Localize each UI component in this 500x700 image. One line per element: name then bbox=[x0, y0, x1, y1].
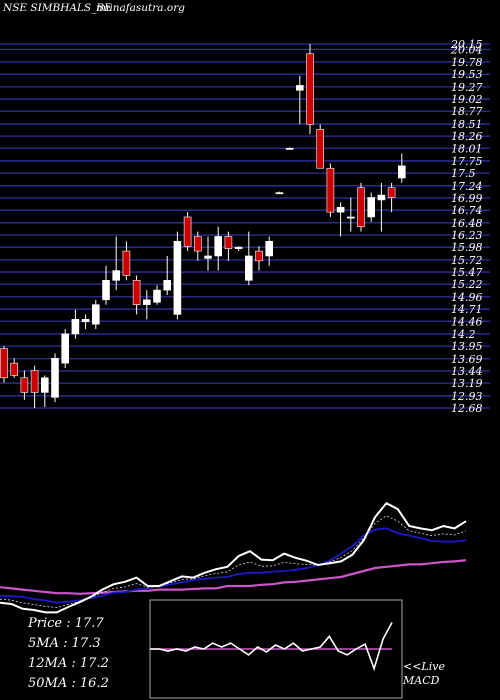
y-tick-label: 17.24 bbox=[451, 180, 483, 193]
y-tick-label: 13.19 bbox=[451, 377, 483, 390]
y-tick-label: 17.75 bbox=[451, 155, 483, 168]
stat-price-value: 17.7 bbox=[74, 616, 104, 631]
candle-body bbox=[61, 333, 70, 364]
y-tick-label: 13.69 bbox=[451, 353, 483, 366]
y-tick-label: 15.72 bbox=[451, 254, 483, 267]
y-tick-label: 17.5 bbox=[451, 167, 476, 180]
macd-live-label: <<Live bbox=[403, 660, 445, 673]
candle-body bbox=[357, 187, 365, 228]
stat-price-label: Price bbox=[28, 616, 63, 631]
candle-body bbox=[194, 236, 202, 252]
candle-body bbox=[275, 192, 284, 195]
candle-body bbox=[153, 289, 161, 303]
ma-mid-line bbox=[0, 527, 467, 604]
y-tick-label: 19.53 bbox=[451, 68, 483, 81]
y-tick-label: 20.15 bbox=[450, 38, 483, 51]
stat-12ma-label: 12MA bbox=[28, 656, 68, 671]
stat-5ma-label: 5MA bbox=[28, 636, 59, 651]
candle-body bbox=[122, 250, 131, 276]
stat-5ma: 5MA : 17.3 bbox=[28, 636, 101, 651]
y-tick-label: 15.98 bbox=[451, 241, 483, 254]
y-tick-label: 18.51 bbox=[451, 118, 483, 131]
candle-body bbox=[173, 241, 182, 315]
y-tick-label: 15.47 bbox=[451, 266, 483, 279]
candle-body bbox=[255, 250, 263, 262]
stat-50ma: 50MA : 16.2 bbox=[28, 676, 109, 691]
y-tick-label: 19.78 bbox=[451, 56, 483, 69]
candle-body bbox=[92, 304, 100, 325]
candle-body bbox=[336, 206, 345, 213]
candle-body bbox=[20, 377, 29, 393]
candle-body bbox=[214, 236, 222, 257]
candle-body bbox=[183, 216, 192, 247]
ma-short-line bbox=[0, 501, 467, 614]
candle-body bbox=[112, 270, 120, 281]
y-tick-label: 18.26 bbox=[451, 130, 483, 143]
candle-body bbox=[102, 280, 110, 301]
candle-body bbox=[51, 357, 59, 398]
y-tick-label: 16.74 bbox=[451, 204, 483, 217]
y-tick-label: 12.68 bbox=[451, 402, 483, 415]
candle-body bbox=[204, 255, 212, 259]
candle-body bbox=[30, 370, 39, 393]
candle-body bbox=[387, 187, 396, 198]
y-tick-label: 16.48 bbox=[451, 217, 483, 230]
stat-12ma-value: 17.2 bbox=[79, 656, 109, 671]
candle-body bbox=[346, 216, 355, 219]
y-tick-label: 18.77 bbox=[451, 105, 483, 118]
ma-long-line bbox=[0, 559, 467, 595]
stat-50ma-label: 50MA bbox=[28, 676, 68, 691]
candle-body bbox=[0, 348, 8, 379]
y-tick-label: 13.44 bbox=[451, 365, 483, 378]
y-tick-label: 14.71 bbox=[451, 303, 483, 316]
stat-5ma-value: 17.3 bbox=[71, 636, 101, 651]
moving-average-panel bbox=[0, 501, 467, 614]
stat-12ma: 12MA : 17.2 bbox=[28, 656, 109, 671]
y-tick-label: 20.04 bbox=[450, 43, 483, 56]
y-tick-label: 14.46 bbox=[451, 315, 483, 328]
candle-body bbox=[10, 362, 18, 376]
candle-body bbox=[132, 280, 141, 305]
y-tick-label: 14.2 bbox=[451, 328, 476, 341]
candle-body bbox=[326, 167, 335, 213]
candle-body bbox=[81, 319, 90, 323]
y-tick-label: 19.27 bbox=[451, 81, 483, 94]
candle-body bbox=[224, 236, 233, 249]
candle-body bbox=[285, 147, 294, 150]
stat-price: Price : 17.7 bbox=[28, 616, 104, 631]
y-tick-label: 16.99 bbox=[451, 192, 483, 205]
candles bbox=[0, 44, 406, 408]
candle-body bbox=[234, 246, 243, 249]
candle-body bbox=[295, 85, 304, 91]
candle-body bbox=[245, 255, 253, 281]
candle-body bbox=[40, 377, 49, 393]
candle-body bbox=[71, 319, 80, 335]
candle-body bbox=[265, 241, 274, 257]
candle-body bbox=[377, 194, 386, 201]
candle-body bbox=[163, 280, 171, 291]
candle-body bbox=[306, 53, 314, 125]
y-tick-label: 13.95 bbox=[451, 340, 483, 353]
y-tick-label: 14.96 bbox=[451, 291, 483, 304]
price-grid: 20.1520.0419.7819.5319.2719.0218.7718.51… bbox=[0, 38, 490, 415]
symbol-label: NSE SIMBHALS_BE bbox=[3, 2, 112, 14]
y-tick-label: 19.02 bbox=[451, 93, 483, 106]
stat-50ma-value: 16.2 bbox=[79, 676, 109, 691]
candle-body bbox=[397, 165, 406, 179]
macd-lines bbox=[150, 622, 393, 672]
macd-line bbox=[150, 622, 393, 672]
y-tick-label: 12.93 bbox=[451, 390, 483, 403]
ma-signal-dotted-line bbox=[0, 515, 467, 609]
site-label: munafasutra.org bbox=[96, 2, 185, 14]
candle-body bbox=[316, 128, 325, 169]
y-tick-label: 16.23 bbox=[451, 229, 483, 242]
y-tick-label: 18.01 bbox=[451, 142, 483, 155]
candle-body bbox=[367, 197, 376, 218]
y-tick-label: 15.22 bbox=[451, 278, 483, 291]
macd-name-label: MACD bbox=[403, 674, 440, 687]
candle-body bbox=[143, 299, 151, 305]
